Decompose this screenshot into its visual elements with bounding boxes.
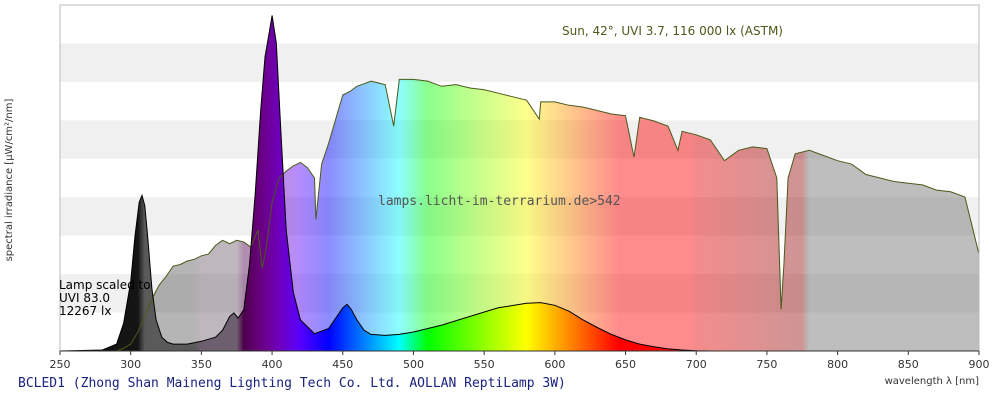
x-tick-label: 750 [756,358,777,371]
watermark: lamps.licht-im-terrarium.de>542 [378,194,621,209]
x-tick-label: 650 [615,358,636,371]
x-tick-label: 900 [969,358,990,371]
lamp-scaled-label-2: UVI 83.0 [59,291,110,305]
x-tick-label: 300 [120,358,141,371]
x-tick-label: 800 [827,358,848,371]
x-axis-title: wavelength λ [nm] [885,376,980,387]
lamp-spectrum-line [59,15,810,352]
x-tick-label: 850 [898,358,919,371]
x-axis-ticks: 250 300 350 400 450 500 550 600 650 700 750 800 850 9… [50,351,990,371]
lamp-scaled-label-3: 12267 lx [59,304,111,318]
x-tick-label: 700 [686,358,707,371]
x-tick-label: 450 [332,358,353,371]
x-tick-label: 400 [262,358,283,371]
x-tick-label: 350 [191,358,212,371]
x-tick-label: 500 [403,358,424,371]
x-tick-label: 550 [474,358,495,371]
grid-band [60,5,979,44]
sun-series-label: Sun, 42°, UVI 3.7, 116 000 lx (ASTM) [562,24,783,38]
x-tick-label: 600 [544,358,565,371]
lamp-name-caption: BCLED1 (Zhong Shan Maineng Lighting Tech… [18,376,566,391]
lamp-scaled-label-1: Lamp scaled to [59,278,151,292]
x-tick-label: 250 [50,358,71,371]
y-axis-title: spectral irradiance [µW/cm²/nm] [4,98,15,261]
sun-spectrum-line [60,78,980,352]
grid-band [60,43,979,82]
